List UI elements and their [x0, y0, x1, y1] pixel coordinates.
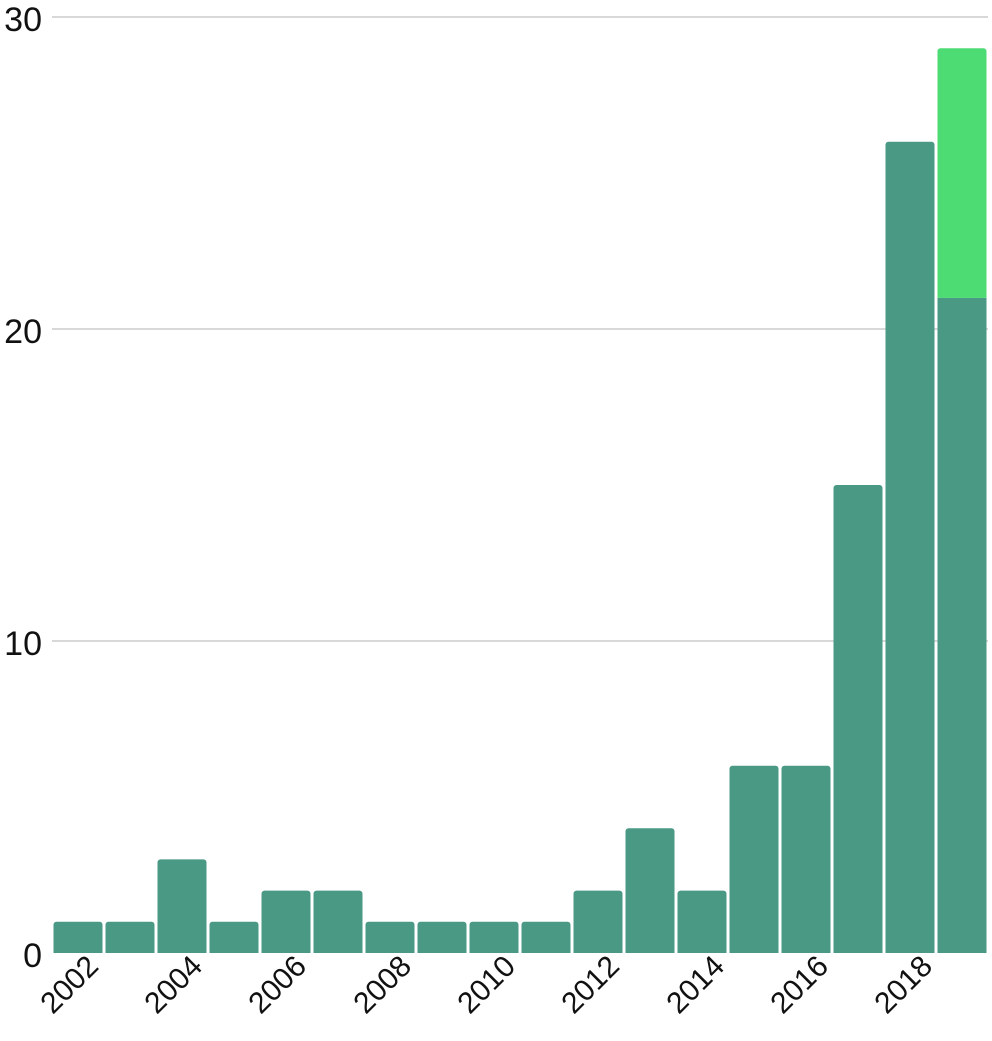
bar-2019-base [937, 297, 987, 953]
y-tick-label: 10 [4, 625, 42, 663]
bars [53, 48, 987, 954]
bar-base-fill [105, 949, 155, 953]
bar-base-fill [313, 949, 363, 953]
bar-2017-base [833, 485, 883, 953]
bar-base-fill [625, 949, 675, 953]
bar-base-fill [781, 949, 831, 953]
x-axis: 2002 2004 2006 2008 2010 2012 2014 2016 … [34, 950, 939, 1021]
x-tick-label: 2008 [347, 950, 418, 1021]
bar-2008-base [365, 921, 415, 953]
bar-2009-base [417, 921, 467, 953]
bar-2006-base [261, 890, 311, 953]
x-tick-label: 2002 [34, 950, 105, 1021]
bar-2013-base [625, 828, 675, 953]
bar-base-fill [521, 949, 571, 953]
bar-base-fill [885, 949, 935, 953]
bar-base-fill [833, 949, 883, 953]
bar-base-fill [937, 293, 987, 298]
y-tick-label: 0 [23, 937, 42, 975]
bar-2012-base [573, 890, 623, 953]
bar-2018-base [885, 141, 935, 954]
bar-base-fill [53, 949, 103, 953]
bar-2014-base [677, 890, 727, 953]
bar-base-fill [417, 949, 467, 953]
gridlines [52, 16, 988, 642]
bar-2011-base [521, 921, 571, 953]
x-tick-label: 2006 [242, 950, 313, 1021]
bar-base-fill [209, 949, 259, 953]
bar-base-fill [677, 949, 727, 953]
bar-base-fill [729, 949, 779, 953]
bar-2015-base [729, 765, 779, 953]
bar-base-fill [365, 949, 415, 953]
bar-2002-base [53, 921, 103, 953]
bar-base-fill [573, 949, 623, 953]
bar-2004-base [157, 859, 207, 953]
bar-2019-highlight [937, 48, 987, 298]
y-tick-label: 30 [4, 1, 42, 39]
bar-2005-base [209, 921, 259, 953]
bar-base-fill [469, 949, 519, 953]
bar-2010-base [469, 921, 519, 953]
x-tick-label: 2014 [660, 950, 731, 1021]
y-axis: 0 10 20 30 [4, 1, 42, 975]
bar-base-fill [261, 949, 311, 953]
bar-2016-base [781, 765, 831, 953]
x-tick-label: 2004 [138, 950, 209, 1021]
x-tick-label: 2016 [764, 950, 835, 1021]
bar-base-fill [157, 949, 207, 953]
x-tick-label: 2010 [451, 950, 522, 1021]
x-tick-label: 2012 [555, 950, 626, 1021]
x-tick-label: 2018 [868, 950, 939, 1021]
bar-2003-base [105, 921, 155, 953]
y-tick-label: 20 [4, 313, 42, 351]
bar-2007-base [313, 890, 363, 953]
